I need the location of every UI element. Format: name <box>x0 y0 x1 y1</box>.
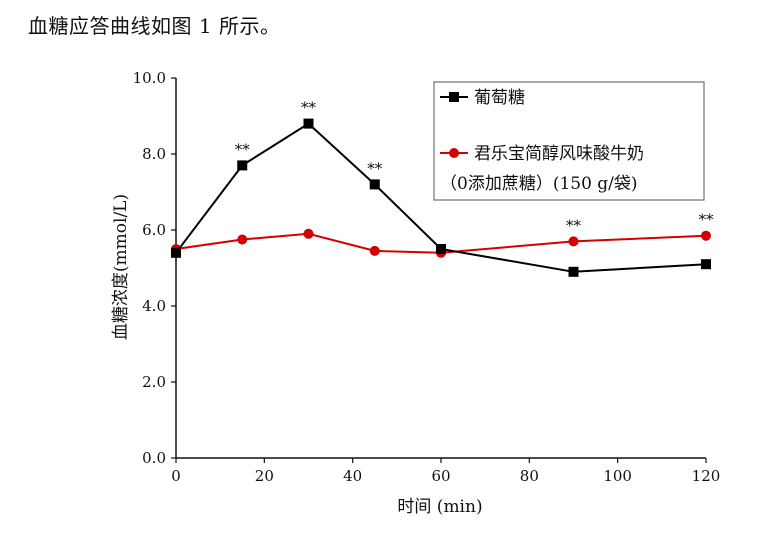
x-tick-label: 100 <box>603 467 632 485</box>
legend-label-line2: （0添加蔗糖）(150 g/袋) <box>440 174 638 194</box>
y-tick-label: 6.0 <box>142 221 166 239</box>
y-tick-label: 0.0 <box>142 449 166 467</box>
axes: 0.0 2.0 4.0 6.0 8.0 10.0 0 20 40 60 80 100 120 <box>133 69 721 485</box>
significance-marker: ** <box>566 216 582 234</box>
caption: 血糖应答曲线如图 1 所示。 <box>28 14 281 38</box>
y-tick-label: 8.0 <box>142 145 166 163</box>
annotations: ** ** ** ** ** <box>235 99 714 235</box>
x-tick-label: 120 <box>692 467 721 485</box>
legend-label: 葡萄糖 <box>474 88 525 108</box>
data-point <box>701 259 711 270</box>
significance-marker: ** <box>301 99 317 117</box>
legend-marker <box>449 148 459 158</box>
x-axis-title: 时间 (min) <box>397 497 482 517</box>
data-point <box>171 247 181 258</box>
y-tick-label: 4.0 <box>142 297 166 315</box>
y-tick-label: 2.0 <box>142 373 166 391</box>
data-point <box>303 118 314 129</box>
data-point <box>568 266 579 277</box>
legend-box <box>433 81 705 201</box>
x-tick-label: 0 <box>171 467 181 485</box>
data-point <box>568 236 579 247</box>
x-tick-label: 60 <box>431 467 450 485</box>
significance-marker: ** <box>367 159 383 177</box>
data-point <box>303 228 314 239</box>
significance-marker: ** <box>699 211 715 229</box>
y-axis-title: 血糖浓度(mmol/L) <box>111 194 131 340</box>
significance-marker: ** <box>235 140 251 158</box>
x-tick-label: 40 <box>343 467 362 485</box>
data-point <box>369 179 380 190</box>
data-point <box>237 234 248 245</box>
data-point <box>436 244 446 254</box>
legend-marker <box>449 92 459 102</box>
data-point <box>237 160 248 171</box>
x-tick-label: 20 <box>255 467 274 485</box>
data-point <box>369 245 380 256</box>
series-layer <box>171 118 711 277</box>
data-point <box>701 230 711 241</box>
x-tick-label: 80 <box>520 467 539 485</box>
legend-label: 君乐宝简醇风味酸牛奶 <box>474 144 644 164</box>
y-tick-label: 10.0 <box>133 69 166 87</box>
